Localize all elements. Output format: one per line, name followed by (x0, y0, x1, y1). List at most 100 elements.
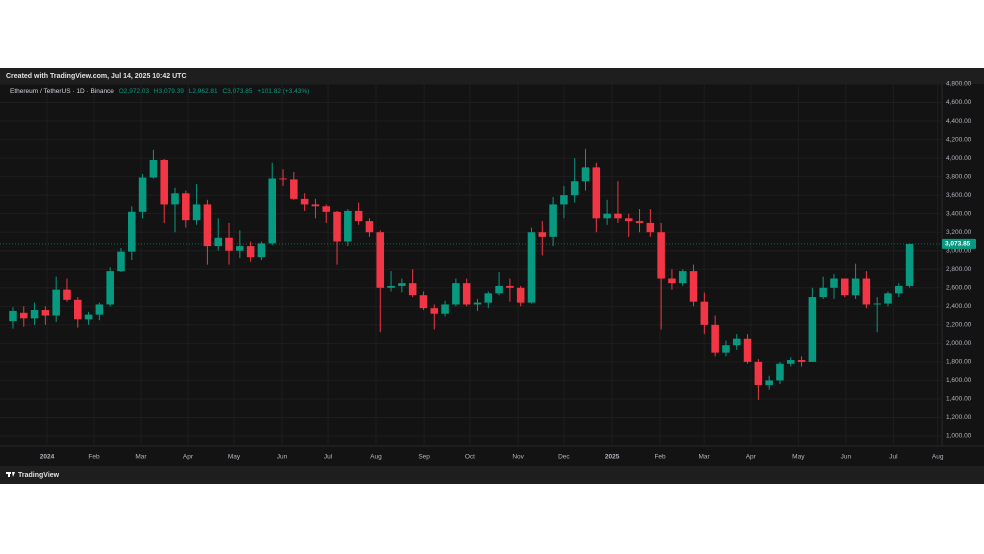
candle-body (214, 237, 222, 247)
candle-body (743, 338, 752, 362)
change: +101.82 (+3.43%) (257, 88, 309, 95)
candle-body (30, 310, 39, 319)
candle-body (462, 283, 471, 305)
candle-body (819, 287, 827, 298)
candle-body (73, 299, 82, 320)
x-tick-label: Apr (746, 454, 757, 461)
candle-body (430, 308, 439, 314)
y-tick-label: 4,600.00 (946, 99, 972, 106)
candle-body (398, 283, 406, 286)
candle-body (322, 206, 331, 212)
candle-body (776, 363, 784, 381)
candle-body (95, 304, 104, 315)
candle-body (549, 204, 557, 237)
candle-body (516, 287, 525, 303)
chart-frame (0, 68, 984, 484)
candle-body (452, 283, 460, 305)
x-tick-label: 2025 (605, 454, 620, 461)
candle-body (149, 159, 158, 178)
y-tick-label: 2,600.00 (946, 285, 972, 292)
candle-body (895, 285, 903, 294)
y-tick-label: 1,800.00 (946, 359, 972, 366)
candle-body (873, 303, 881, 305)
candle-body (225, 237, 233, 251)
open: O2,972.03 (119, 88, 150, 95)
candle-body (484, 293, 493, 303)
candle-body (268, 178, 277, 244)
x-tick-label: Jun (841, 454, 852, 461)
candle-body (765, 380, 773, 386)
close: C3,073.85 (222, 88, 252, 95)
chart-title: Created with TradingView.com, Jul 14, 20… (6, 73, 187, 80)
candle-body (808, 297, 817, 362)
candle-body (905, 243, 914, 286)
candle-body (700, 301, 709, 325)
candle-body (408, 283, 417, 296)
candle-body (203, 204, 212, 247)
x-tick-label: May (228, 454, 241, 461)
candle-body (495, 285, 503, 294)
candle-body (311, 204, 320, 207)
candle-body (689, 271, 698, 302)
candle-body (840, 278, 849, 296)
candle-body (365, 221, 374, 233)
x-tick-label: Aug (932, 454, 944, 461)
grid (0, 83, 942, 446)
candle-body (786, 360, 795, 364)
candle-body (419, 295, 428, 309)
y-tick-label: 1,600.00 (946, 377, 972, 384)
candles (0, 148, 942, 400)
candle-body (678, 271, 687, 284)
candle-body (19, 312, 28, 319)
candle-body (290, 179, 298, 199)
candle-body (830, 278, 838, 288)
candle-body (657, 232, 665, 279)
footer-bar (0, 466, 984, 484)
candle-body (646, 222, 655, 233)
candle-body (614, 213, 622, 219)
x-tick-label: Sep (418, 454, 430, 461)
candle-body (624, 218, 633, 222)
y-tick-label: 3,400.00 (946, 210, 972, 217)
candle-body (128, 211, 136, 252)
candle-body (560, 195, 568, 205)
x-tick-label: Nov (512, 454, 524, 461)
candle-body (84, 314, 93, 320)
candle-body (354, 210, 363, 222)
candle-body (63, 289, 71, 300)
candle-body (117, 251, 125, 272)
candle-body (387, 285, 395, 288)
y-tick-label: 4,000.00 (946, 155, 972, 162)
x-tick-label: Jun (277, 454, 288, 461)
candle-body (333, 211, 341, 242)
candle-body (592, 167, 601, 219)
y-tick-label: 2,000.00 (946, 340, 972, 347)
y-tick-label: 3,600.00 (946, 192, 972, 199)
y-tick-label: 1,400.00 (946, 396, 972, 403)
candle-body (279, 178, 287, 180)
candle-body (182, 193, 190, 221)
ohlc-legend: Ethereum / TetherUS · 1D · Binance O2,97… (10, 88, 309, 95)
candle-body (246, 246, 255, 258)
candle-body (236, 246, 244, 251)
x-tick-label: Mar (699, 454, 711, 461)
y-tick-label: 4,400.00 (946, 118, 972, 125)
candle-body (506, 285, 514, 288)
candle-body (570, 181, 579, 196)
candle-body (441, 304, 449, 314)
y-tick-label: 2,800.00 (946, 266, 972, 273)
x-tick-label: Jul (324, 454, 333, 461)
candle-body (797, 360, 806, 362)
candle-body (754, 361, 763, 386)
last-price-tag (942, 238, 976, 249)
candle-body (884, 293, 892, 304)
x-tick-label: Jul (889, 454, 898, 461)
candle-body (52, 289, 60, 316)
candle-body (603, 213, 611, 219)
y-tick-label: 2,400.00 (946, 303, 972, 310)
y-tick-label: 1,200.00 (946, 414, 972, 421)
candle-body (862, 278, 871, 305)
last-price-label: 3,073.85 (945, 241, 971, 248)
candle-body (41, 310, 50, 316)
